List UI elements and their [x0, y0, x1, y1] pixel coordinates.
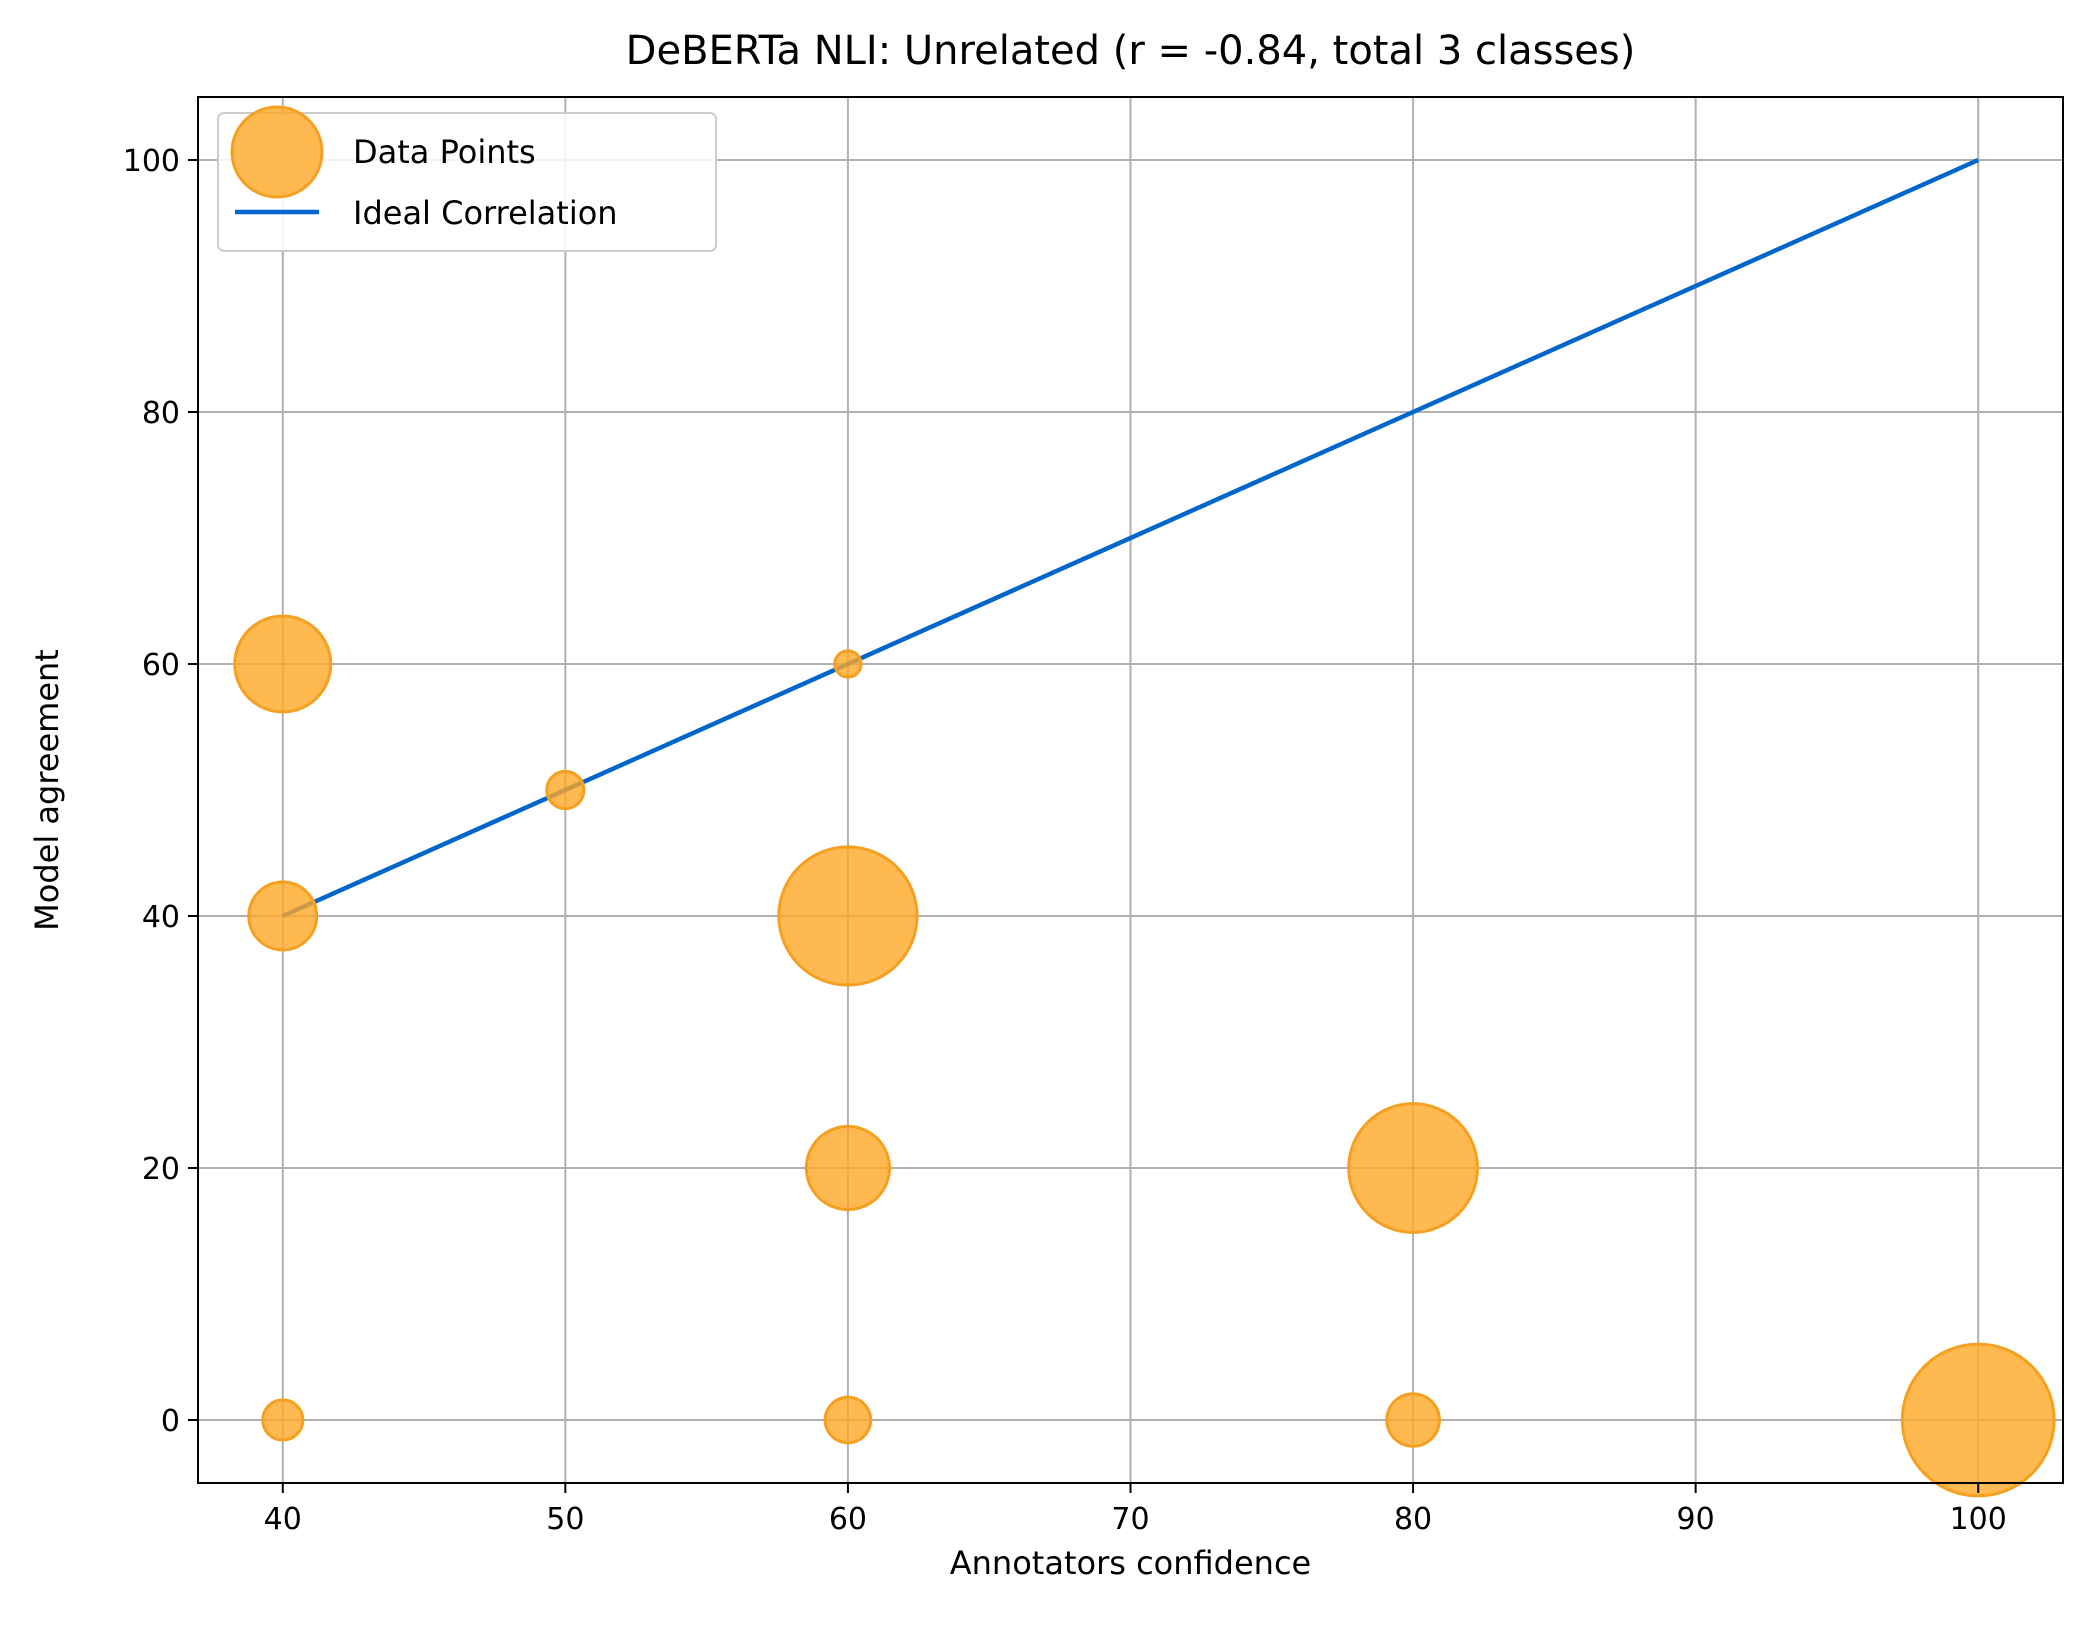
legend: Data Points Ideal Correlation: [217, 105, 717, 252]
axis-ticks: 40 50 60 70 80 90 100 0 20 40 60 80 100: [123, 144, 2007, 1537]
y-tick-label: 0: [161, 1404, 180, 1439]
data-point: [804, 1124, 891, 1212]
data-point: [233, 614, 333, 714]
legend-marker-data-points: [230, 105, 324, 199]
data-points-layer: [233, 614, 2056, 1498]
x-tick-label: 100: [1950, 1502, 2007, 1537]
y-tick-label: 60: [142, 648, 180, 683]
data-point: [1385, 1392, 1441, 1448]
data-point: [1900, 1342, 2056, 1498]
data-point: [1347, 1102, 1479, 1234]
data-point: [833, 649, 863, 679]
x-tick-label: 90: [1677, 1502, 1715, 1537]
y-tick-label: 80: [142, 396, 180, 431]
data-point: [823, 1395, 873, 1445]
y-tick-label: 100: [123, 144, 180, 179]
chart-title: DeBERTa NLI: Unrelated (r = -0.84, total…: [626, 28, 1636, 74]
data-point: [545, 769, 586, 811]
legend-label-data-points: Data Points: [353, 133, 536, 171]
x-tick-label: 50: [546, 1502, 584, 1537]
legend-label-ideal-correlation: Ideal Correlation: [353, 194, 618, 232]
x-tick-label: 70: [1111, 1502, 1149, 1537]
x-tick-label: 40: [264, 1502, 302, 1537]
y-tick-label: 20: [142, 1152, 180, 1187]
data-point: [247, 880, 319, 952]
x-tick-label: 60: [829, 1502, 867, 1537]
y-axis-label: Model agreement: [28, 649, 66, 931]
y-tick-label: 40: [142, 900, 180, 935]
data-point: [777, 845, 919, 987]
x-tick-label: 80: [1394, 1502, 1432, 1537]
data-point: [261, 1398, 305, 1442]
legend-box: [217, 112, 717, 252]
x-axis-label: Annotators confidence: [950, 1544, 1311, 1582]
